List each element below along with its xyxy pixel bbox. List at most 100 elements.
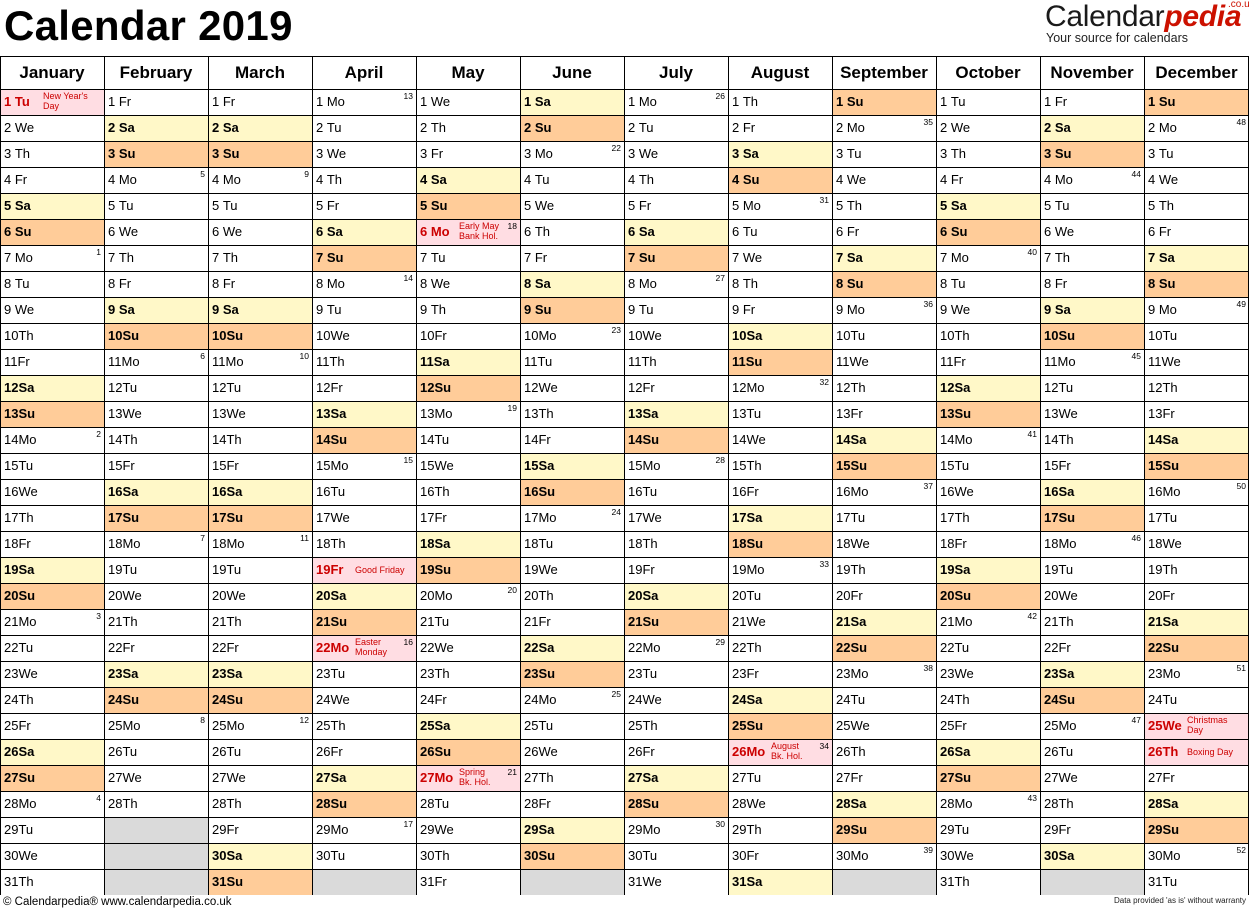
day-cell: 16Sa [208,479,312,505]
day-cell: 22Mo 29 [624,635,728,661]
day-label: 10Sa [732,328,763,343]
day-cell: 25We [832,713,936,739]
day-label: 6 We [108,224,139,239]
day-cell: 31We [624,869,728,895]
day-label: 14Sa [1148,432,1179,447]
page-title: Calendar 2019 [4,2,293,49]
day-cell: 16Su [520,479,624,505]
day-label: 19Tu [108,562,138,577]
holiday-name: Early May Bank Hol. [459,221,500,241]
day-label: 22Mo [628,640,661,655]
day-label: 8 Fr [212,276,236,291]
day-cell: 23Su [520,661,624,687]
day-cell: 6 We [104,219,208,245]
day-label: 21Th [212,614,242,629]
day-label: 16Sa [212,484,243,499]
holiday-cell: 26Th Boxing Day [1144,739,1249,765]
month-header-december: December [1155,62,1238,82]
week-number: 11 [300,533,309,543]
day-label: 5 Tu [212,198,238,213]
day-cell: 9 Fr [728,297,832,323]
day-label: 8 Su [1148,276,1176,291]
day-cell: 2 Tu [312,115,416,141]
day-label: 23Mo [1148,666,1181,681]
day-label: 13Mo [420,406,453,421]
day-cell: 8 Fr [104,271,208,297]
day-label: 22Tu [940,640,970,655]
day-cell: 28Su [624,791,728,817]
day-cell: 7 Tu [416,245,520,271]
day-label: 9 Mo [836,302,865,317]
day-label: 18Th [316,536,346,551]
day-cell: 8 Sa [520,271,624,297]
day-label: 27We [1044,770,1078,785]
day-cell: 14We [728,427,832,453]
day-cell: 19Th [832,557,936,583]
day-label: 30Su [524,848,556,863]
day-label: 7 We [732,250,763,265]
day-cell: 19Tu [104,557,208,583]
day-label: 13Sa [628,406,659,421]
logo-brand-accent: pedia [1164,0,1242,33]
day-label: 31Tu [1148,874,1178,889]
day-label: 23Tu [628,666,658,681]
day-label: 15Tu [940,458,970,473]
day-label: 27Fr [836,770,863,785]
day-label: 11Sa [420,354,450,369]
day-label: 30Fr [732,848,759,863]
day-label: 31Th [940,874,970,889]
week-number: 43 [1027,793,1037,803]
week-number: 9 [304,169,309,179]
day-cell: 12Tu [104,375,208,401]
day-label: 20We [1044,588,1078,603]
day-cell: 16Sa [1040,479,1144,505]
day-cell: 8 Th [728,271,832,297]
day-label: 19Sa [4,562,35,577]
day-cell: 10Tu [832,323,936,349]
day-label: 8 Su [836,276,864,291]
day-label: 3 Su [108,146,136,161]
day-label: 10Su [212,328,244,343]
day-cell: 13Th [520,401,624,427]
day-cell: 23Mo 38 [832,661,936,687]
day-cell: 28Mo 43 [936,791,1040,817]
day-label: 10Th [940,328,970,343]
day-label: 25We [836,718,870,733]
day-cell: 23Tu [312,661,416,687]
day-label: 14Su [316,432,348,447]
calendarpedia-logo[interactable]: Calendarpedia .co.uk Your source for cal… [1045,0,1249,50]
day-cell: 15Th [728,453,832,479]
week-number: 4 [96,793,101,803]
day-label: 13We [1044,406,1078,421]
day-cell: 30Su [520,843,624,869]
day-cell: 25Th [312,713,416,739]
day-cell: 15Fr [104,453,208,479]
day-label: 3 Mo [524,146,553,161]
day-label: 24Tu [836,692,866,707]
day-label: 18Su [732,536,764,551]
holiday-name: Good Friday [355,565,405,575]
day-label: 17Fr [420,510,447,525]
day-cell: 9 Sa [104,297,208,323]
day-cell: 8 We [416,271,520,297]
day-cell: 17Su [104,505,208,531]
day-label: 13Sa [316,406,347,421]
day-cell: 26Tu [104,739,208,765]
week-number: 29 [715,637,725,647]
day-cell: 30Sa [208,843,312,869]
day-label: 21Mo [4,614,37,629]
day-cell: 9 Su [520,297,624,323]
day-label: 20We [108,588,142,603]
day-label: 12Fr [316,380,343,395]
day-cell: 11Sa [416,349,520,375]
week-number: 5 [200,169,205,179]
logo-domain-suffix: .co.uk [1228,0,1249,10]
day-cell: 21Su [312,609,416,635]
day-label: 31Su [212,874,244,889]
month-header-march: March [234,62,286,82]
day-cell: 1 Th [728,89,832,115]
day-cell: 6 Su [936,219,1040,245]
week-number: 19 [507,403,517,413]
day-label: 1 Tu [4,94,30,109]
day-cell: 18Fr [0,531,104,557]
